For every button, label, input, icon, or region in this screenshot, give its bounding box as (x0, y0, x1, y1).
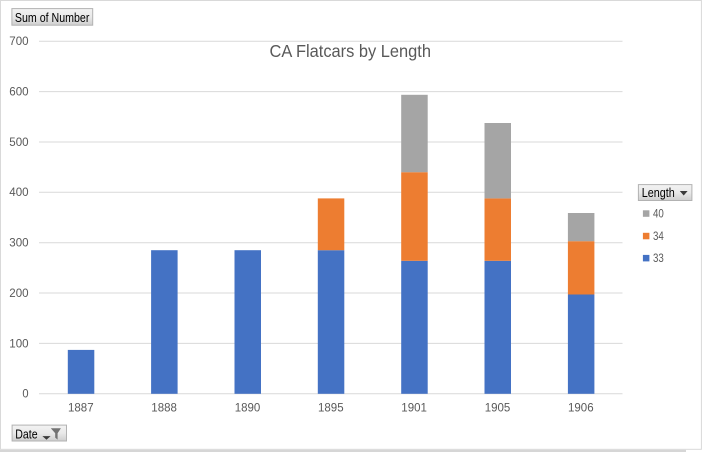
svg-text:400: 400 (9, 185, 29, 199)
svg-text:Sum of Number: Sum of Number (15, 10, 90, 25)
svg-text:1888: 1888 (151, 401, 177, 415)
svg-text:Length: Length (642, 185, 675, 200)
svg-text:200: 200 (9, 286, 29, 300)
svg-text:33: 33 (653, 251, 664, 265)
svg-text:0: 0 (22, 386, 29, 400)
svg-text:1895: 1895 (318, 401, 344, 415)
svg-text:1905: 1905 (485, 401, 511, 415)
svg-text:40: 40 (653, 206, 664, 220)
svg-text:Date: Date (15, 427, 37, 442)
svg-text:100: 100 (9, 336, 29, 350)
svg-text:500: 500 (9, 135, 29, 149)
svg-text:CA Flatcars by Length: CA Flatcars by Length (270, 41, 432, 61)
svg-text:300: 300 (9, 236, 29, 250)
svg-text:1906: 1906 (568, 401, 594, 415)
svg-text:1890: 1890 (235, 401, 261, 415)
svg-text:34: 34 (653, 229, 664, 243)
svg-text:600: 600 (9, 85, 29, 99)
svg-text:700: 700 (9, 34, 29, 48)
svg-text:1887: 1887 (68, 401, 94, 415)
svg-text:1901: 1901 (401, 401, 427, 415)
